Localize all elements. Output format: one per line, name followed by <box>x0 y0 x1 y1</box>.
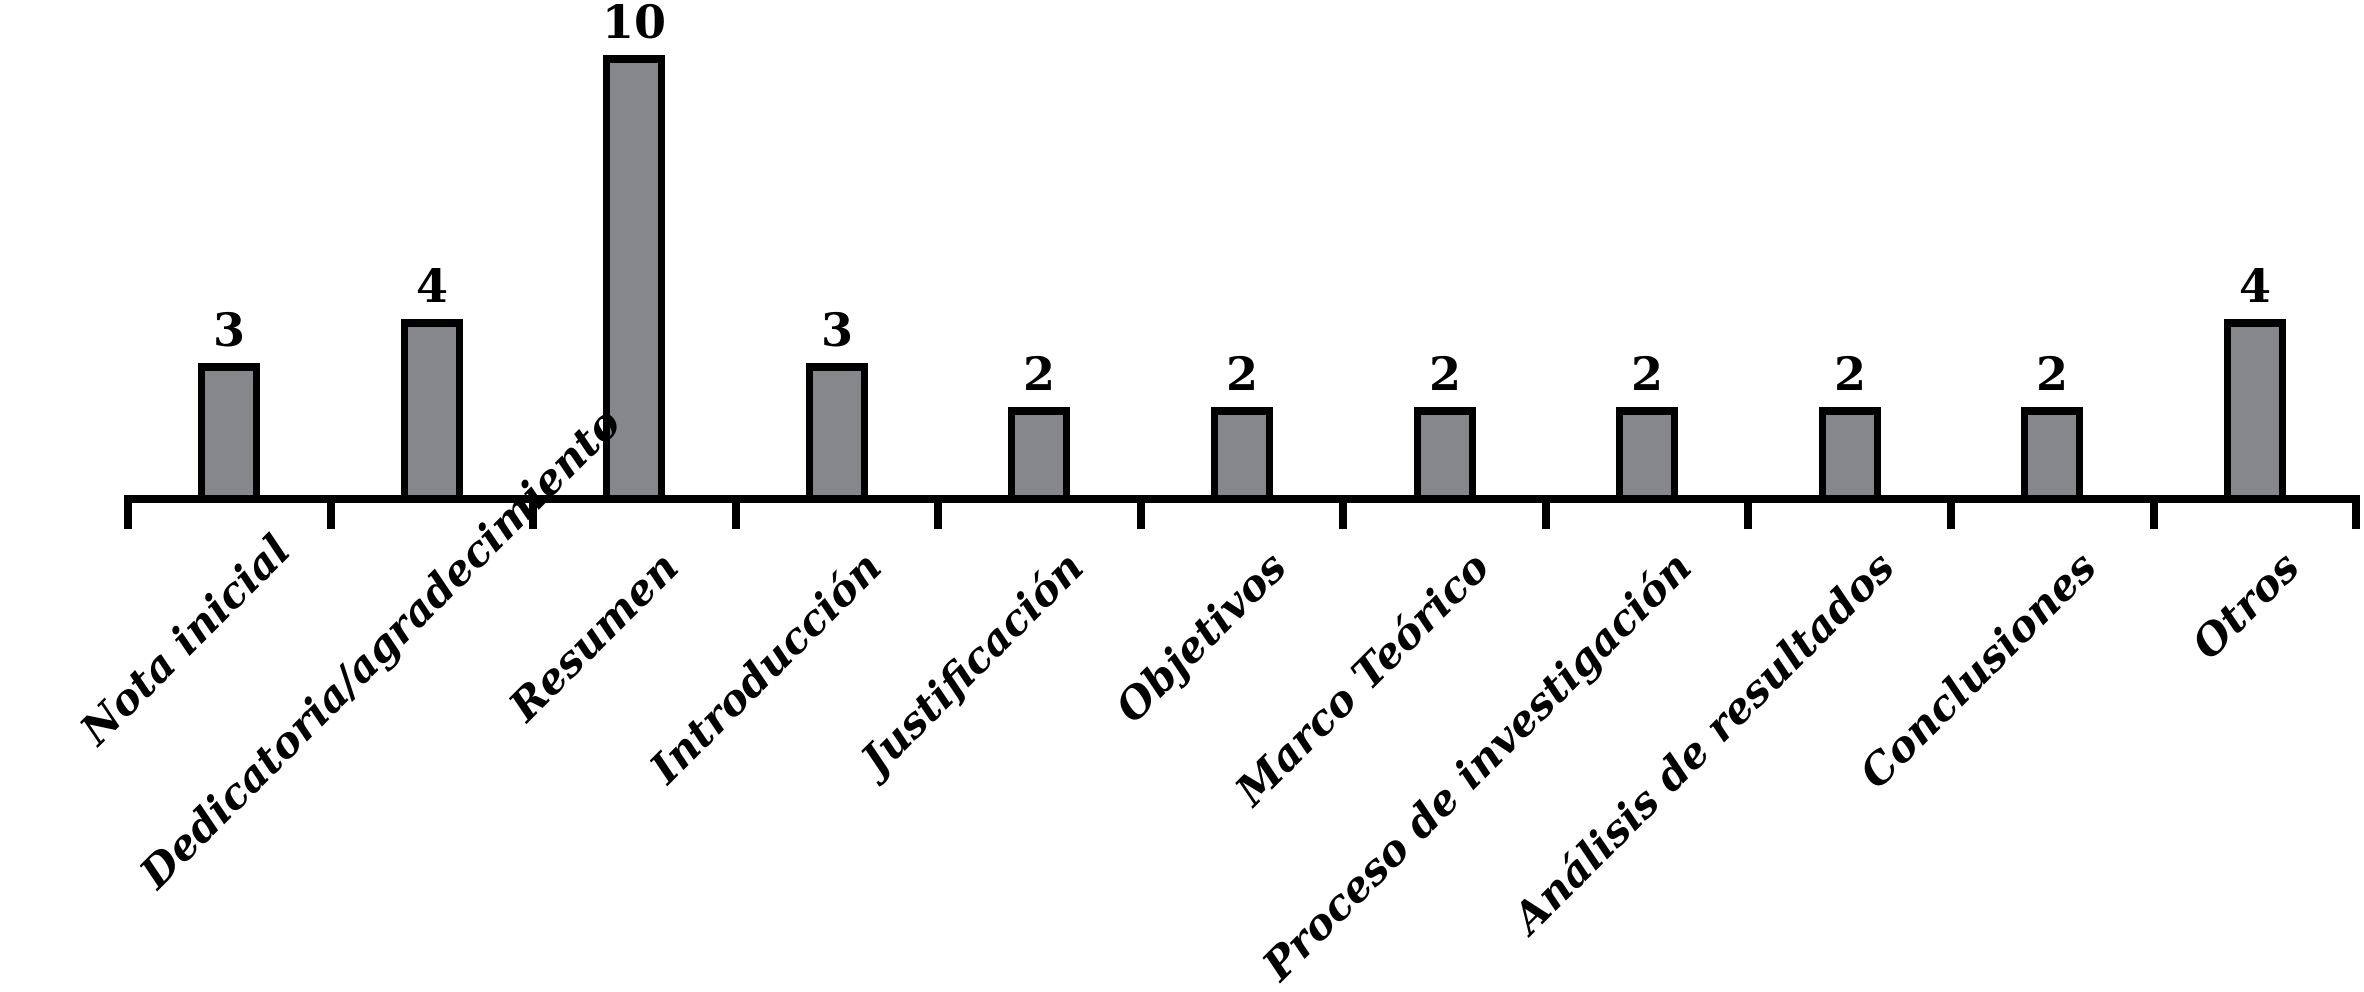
bar <box>2224 319 2286 495</box>
bar-value-label: 2 <box>2035 347 2068 401</box>
bar <box>1211 407 1273 495</box>
bar-value-label: 3 <box>212 303 245 357</box>
x-axis-category-label: Nota inicial <box>70 525 300 755</box>
bar-value-label: 4 <box>415 259 448 313</box>
x-axis-tick <box>1137 495 1145 529</box>
bar <box>198 363 260 495</box>
x-axis-tick <box>1744 495 1752 529</box>
bar-value-label: 4 <box>2238 259 2271 313</box>
x-axis-tick <box>1947 495 1955 529</box>
bar <box>806 363 868 495</box>
bar-value-label: 2 <box>1225 347 1258 401</box>
x-axis-tick <box>2352 495 2360 529</box>
bar <box>1414 407 1476 495</box>
bar <box>1819 407 1881 495</box>
x-axis-tick <box>327 495 335 529</box>
bar-value-label: 2 <box>1428 347 1461 401</box>
bar <box>2021 407 2083 495</box>
x-axis-category-label: Dedicatoria/agradecimiento <box>130 397 631 898</box>
x-axis-tick <box>1542 495 1550 529</box>
bar-value-label: 3 <box>820 303 853 357</box>
x-axis-tick <box>2150 495 2158 529</box>
bar-value-label: 10 <box>601 0 666 49</box>
x-axis-category-label: Introducción <box>640 542 891 793</box>
bar <box>1008 407 1070 495</box>
x-axis-tick <box>1339 495 1347 529</box>
x-axis-line <box>124 495 2360 503</box>
bar <box>603 55 665 495</box>
x-axis-tick <box>529 495 537 529</box>
bar <box>1616 407 1678 495</box>
x-axis-tick <box>124 495 132 529</box>
bar-value-label: 2 <box>1833 347 1866 401</box>
bar-value-label: 2 <box>1630 347 1663 401</box>
x-axis-tick <box>732 495 740 529</box>
x-axis-tick <box>934 495 942 529</box>
bar-value-label: 2 <box>1022 347 1055 401</box>
bar <box>401 319 463 495</box>
